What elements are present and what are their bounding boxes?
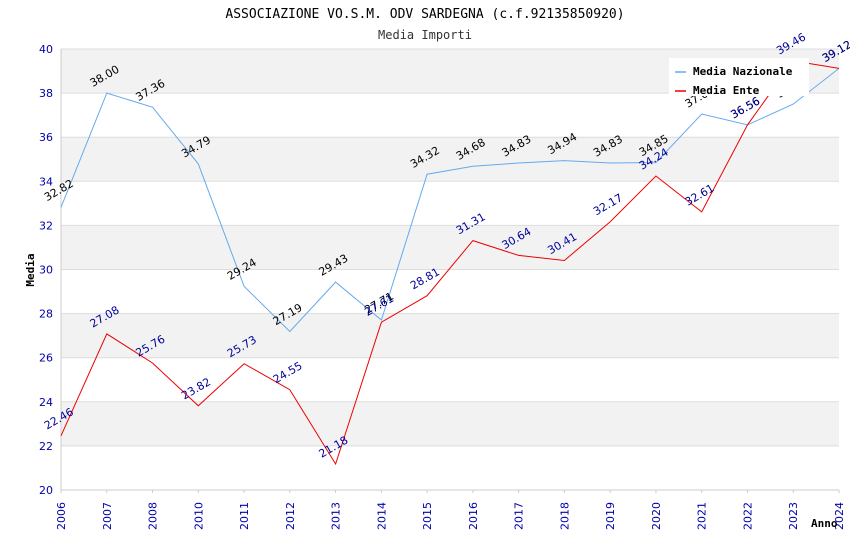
x-tick-label: 2006 xyxy=(55,502,68,530)
y-tick-label: 22 xyxy=(39,440,53,453)
x-tick-label: 2010 xyxy=(192,502,205,530)
x-tick-label: 2023 xyxy=(787,502,800,530)
plot-band xyxy=(61,269,839,314)
y-tick-label: 38 xyxy=(39,87,53,100)
legend: Media Nazionale Media Ente xyxy=(669,58,809,97)
series-line-0 xyxy=(60,68,840,333)
plot-band xyxy=(61,445,839,490)
y-tick-label: 30 xyxy=(39,264,53,277)
x-tick-label: 2014 xyxy=(375,502,388,530)
y-tick-label: 20 xyxy=(39,484,53,497)
y-tick-label: 36 xyxy=(39,131,53,144)
x-tick-label: 2020 xyxy=(650,502,663,530)
plot-band xyxy=(61,181,839,226)
x-tick-label: 2024 xyxy=(833,502,846,530)
chart-subtitle: Media Importi xyxy=(378,28,472,42)
y-tick-labels: 20 22 24 26 28 30 32 34 36 38 40 xyxy=(39,43,53,497)
x-axis-label: Anno xyxy=(811,517,838,530)
chart-title: ASSOCIAZIONE VO.S.M. ODV SARDEGNA (c.f.9… xyxy=(225,7,624,22)
x-tick-label: 2016 xyxy=(467,502,480,530)
plot-band xyxy=(61,225,839,270)
y-tick-label: 34 xyxy=(39,175,53,188)
legend-label-nazionale: Media Nazionale xyxy=(693,65,793,78)
plot-band xyxy=(61,357,839,402)
x-tick-label: 2013 xyxy=(330,502,343,530)
plot-band xyxy=(61,137,839,182)
x-tick-label: 2007 xyxy=(101,502,114,530)
y-tick-label: 32 xyxy=(39,219,53,232)
y-tick-label: 26 xyxy=(39,352,53,365)
legend-box xyxy=(669,58,809,96)
x-tick-label: 2012 xyxy=(284,502,297,530)
series-lines xyxy=(60,60,840,466)
plot-band xyxy=(61,401,839,446)
x-tick-label: 2022 xyxy=(741,502,754,530)
x-tick-label: 2011 xyxy=(238,502,251,530)
x-tick-label: 2017 xyxy=(513,502,526,530)
plot-band xyxy=(61,313,839,358)
y-tick-label: 40 xyxy=(39,43,53,56)
x-tick-labels: 2006 2007 2008 2010 2011 2012 2013 2014 2015 2016… xyxy=(55,502,846,530)
plot-background-bands xyxy=(61,49,839,490)
x-tick-label: 2008 xyxy=(147,502,160,530)
x-tick-label: 2018 xyxy=(558,502,571,530)
legend-label-ente: Media Ente xyxy=(693,84,760,97)
y-tick-label: 24 xyxy=(39,396,53,409)
x-tick-label: 2021 xyxy=(696,502,709,530)
plot-band xyxy=(61,93,839,138)
x-tick-label: 2019 xyxy=(604,502,617,530)
series-line-1 xyxy=(60,60,840,466)
y-axis-label: Media xyxy=(24,253,37,286)
y-tick-label: 28 xyxy=(39,308,53,321)
x-tick-label: 2015 xyxy=(421,502,434,530)
